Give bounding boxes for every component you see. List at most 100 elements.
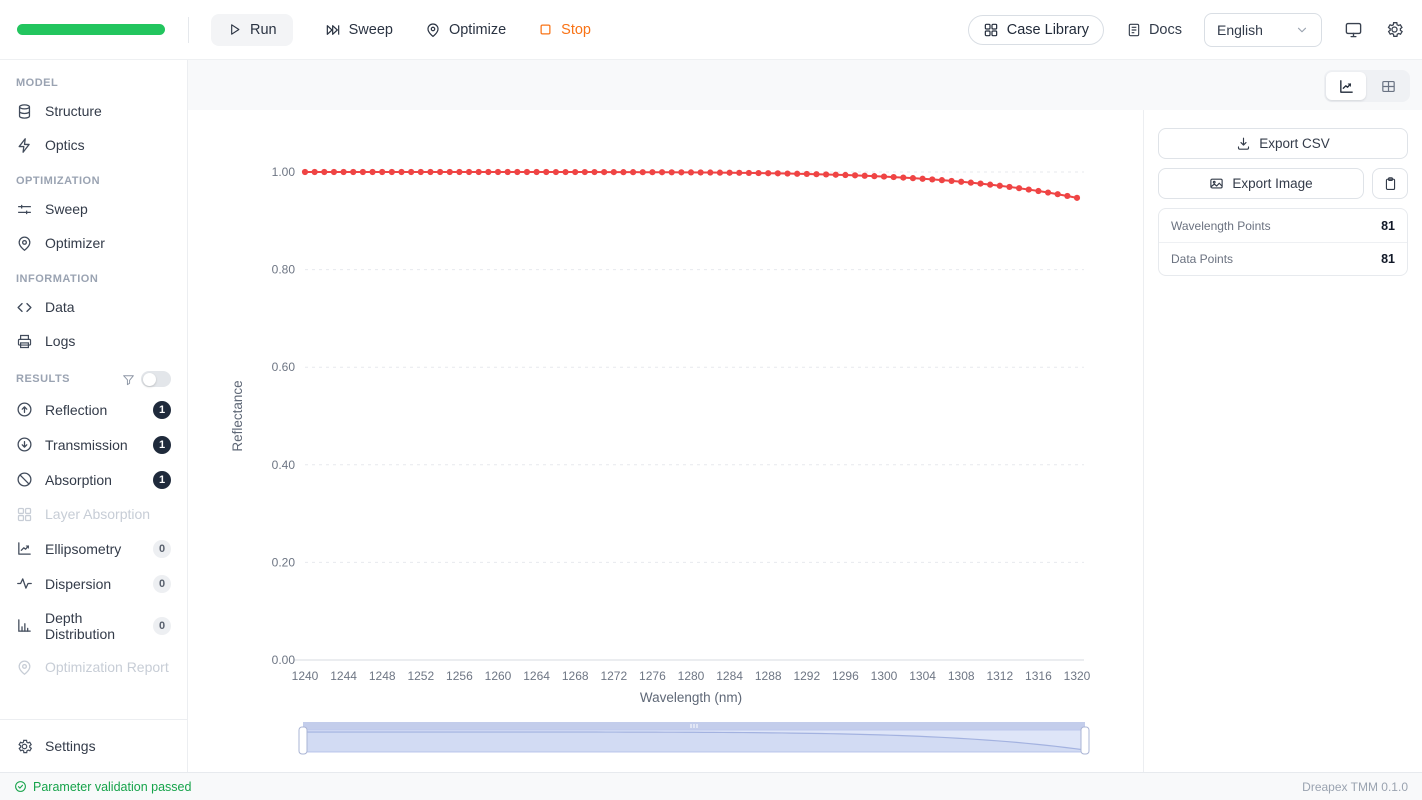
sidebar-item-optimizer[interactable]: Optimizer bbox=[0, 226, 187, 260]
sidebar-item-label: Settings bbox=[45, 738, 96, 754]
code-icon bbox=[16, 299, 33, 316]
status-bar: Parameter validation passed Dreapex TMM … bbox=[0, 772, 1422, 800]
grid-icon bbox=[16, 506, 33, 523]
gear-icon bbox=[16, 738, 33, 755]
stat-value: 81 bbox=[1381, 218, 1395, 233]
stat-value: 81 bbox=[1381, 252, 1395, 266]
svg-text:1248: 1248 bbox=[369, 669, 396, 683]
export-csv-button[interactable]: Export CSV bbox=[1158, 128, 1408, 159]
toolbar-divider bbox=[188, 16, 189, 43]
copy-to-clipboard-button[interactable] bbox=[1372, 168, 1408, 199]
docs-button[interactable]: Docs bbox=[1126, 22, 1182, 38]
printer-icon bbox=[16, 333, 33, 350]
stop-button[interactable]: Stop bbox=[538, 22, 591, 38]
svg-text:1260: 1260 bbox=[485, 669, 512, 683]
top-toolbar: Run Sweep Optimize Stop Case Library Doc… bbox=[0, 0, 1422, 60]
svg-text:1304: 1304 bbox=[909, 669, 936, 683]
export-image-button[interactable]: Export Image bbox=[1158, 168, 1364, 199]
svg-text:1288: 1288 bbox=[755, 669, 782, 683]
stat-label: Data Points bbox=[1171, 252, 1234, 266]
line-chart-icon bbox=[16, 540, 33, 557]
language-select[interactable]: English bbox=[1204, 12, 1322, 47]
section-title-model: MODEL bbox=[16, 77, 59, 89]
chart-stats-card: Wavelength Points 81 Data Points 81 bbox=[1158, 208, 1408, 276]
chart-toolbar-strip bbox=[188, 60, 1422, 110]
monitor-icon[interactable] bbox=[1344, 20, 1363, 39]
sidebar-item-absorption[interactable]: Absorption 1 bbox=[0, 462, 187, 497]
svg-text:1296: 1296 bbox=[832, 669, 859, 683]
sidebar-item-ellipsometry[interactable]: Ellipsometry 0 bbox=[0, 531, 187, 566]
table-icon bbox=[1380, 78, 1397, 95]
result-count-badge: 1 bbox=[153, 435, 171, 454]
sidebar-item-structure[interactable]: Structure bbox=[0, 94, 187, 128]
sidebar-item-label: Absorption bbox=[45, 471, 112, 488]
sidebar-item-optics[interactable]: Optics bbox=[0, 128, 187, 162]
sidebar-item-label: Sweep bbox=[45, 201, 88, 217]
progress-bar bbox=[17, 24, 165, 35]
clipboard-icon bbox=[1383, 176, 1398, 191]
optimize-button[interactable]: Optimize bbox=[425, 22, 506, 38]
view-mode-segmented-control bbox=[1324, 70, 1410, 102]
svg-text:Wavelength (nm): Wavelength (nm) bbox=[640, 690, 742, 705]
svg-text:1300: 1300 bbox=[871, 669, 898, 683]
sidebar-item-data[interactable]: Data bbox=[0, 290, 187, 324]
validation-message: Parameter validation passed bbox=[33, 779, 192, 794]
bar-chart-icon bbox=[16, 617, 33, 634]
stat-wavelength-points: Wavelength Points 81 bbox=[1159, 209, 1407, 242]
case-library-button[interactable]: Case Library bbox=[967, 14, 1104, 45]
stat-label: Wavelength Points bbox=[1171, 218, 1271, 233]
sidebar-item-reflection[interactable]: Reflection 1 bbox=[0, 392, 187, 427]
svg-text:0.80: 0.80 bbox=[272, 263, 296, 277]
svg-text:1292: 1292 bbox=[793, 669, 820, 683]
svg-text:1264: 1264 bbox=[523, 669, 550, 683]
svg-text:1240: 1240 bbox=[292, 669, 319, 683]
result-count-badge: 0 bbox=[153, 574, 171, 593]
fast-forward-icon bbox=[325, 22, 341, 38]
svg-text:1312: 1312 bbox=[986, 669, 1013, 683]
sweep-button[interactable]: Sweep bbox=[325, 22, 393, 38]
gear-icon[interactable] bbox=[1385, 20, 1404, 39]
sidebar-item-settings[interactable]: Settings bbox=[0, 729, 187, 763]
sidebar-item-label: Dispersion bbox=[45, 575, 112, 592]
chart-canvas[interactable]: 0.00 0.20 0.40 0.60 0.80 1.00 1240 1244 1248 1252… bbox=[188, 110, 1143, 772]
sidebar-item-label: Reflection bbox=[45, 401, 108, 418]
grid-icon bbox=[983, 22, 999, 38]
svg-text:Reflectance: Reflectance bbox=[230, 380, 245, 451]
sidebar-item-label: Depth Distribution bbox=[45, 609, 116, 642]
sidebar-item-logs[interactable]: Logs bbox=[0, 324, 187, 358]
image-icon bbox=[1209, 176, 1224, 191]
svg-text:1272: 1272 bbox=[600, 669, 627, 683]
results-filter-toggle[interactable] bbox=[141, 371, 171, 387]
ban-icon bbox=[16, 471, 33, 488]
section-title-information: INFORMATION bbox=[16, 273, 99, 285]
sidebar-item-transmission[interactable]: Transmission 1 bbox=[0, 427, 187, 462]
svg-text:1308: 1308 bbox=[948, 669, 975, 683]
sidebar-item-optimization-report: Optimization Report bbox=[0, 650, 187, 684]
svg-text:1268: 1268 bbox=[562, 669, 589, 683]
sidebar-item-dispersion[interactable]: Dispersion 0 bbox=[0, 566, 187, 601]
sidebar-item-label: Transmission bbox=[45, 436, 128, 453]
run-button[interactable]: Run bbox=[211, 13, 293, 46]
line-chart-icon bbox=[1338, 78, 1355, 95]
database-icon bbox=[16, 103, 33, 120]
table-view-button[interactable] bbox=[1368, 72, 1408, 100]
svg-text:1.00: 1.00 bbox=[272, 165, 296, 179]
result-count-badge: 1 bbox=[153, 400, 171, 419]
chart-side-panel: Export CSV Export Image Wavelength Point… bbox=[1143, 110, 1422, 772]
chart-view-button[interactable] bbox=[1326, 72, 1366, 100]
square-icon bbox=[538, 22, 553, 37]
sidebar-item-sweep[interactable]: Sweep bbox=[0, 192, 187, 226]
svg-text:1276: 1276 bbox=[639, 669, 666, 683]
section-title-results: RESULTS bbox=[0, 358, 187, 392]
sidebar-item-label: Data bbox=[45, 299, 75, 315]
sidebar-item-depth-distribution[interactable]: Depth Distribution 0 bbox=[0, 601, 187, 650]
svg-text:1280: 1280 bbox=[678, 669, 705, 683]
filter-icon[interactable] bbox=[122, 373, 135, 386]
map-pin-icon bbox=[425, 22, 441, 38]
map-pin-icon bbox=[16, 659, 33, 676]
map-pin-icon bbox=[16, 235, 33, 252]
svg-text:1316: 1316 bbox=[1025, 669, 1052, 683]
result-count-badge: 0 bbox=[153, 616, 171, 635]
download-icon bbox=[1236, 136, 1251, 151]
svg-text:0.60: 0.60 bbox=[272, 360, 296, 374]
